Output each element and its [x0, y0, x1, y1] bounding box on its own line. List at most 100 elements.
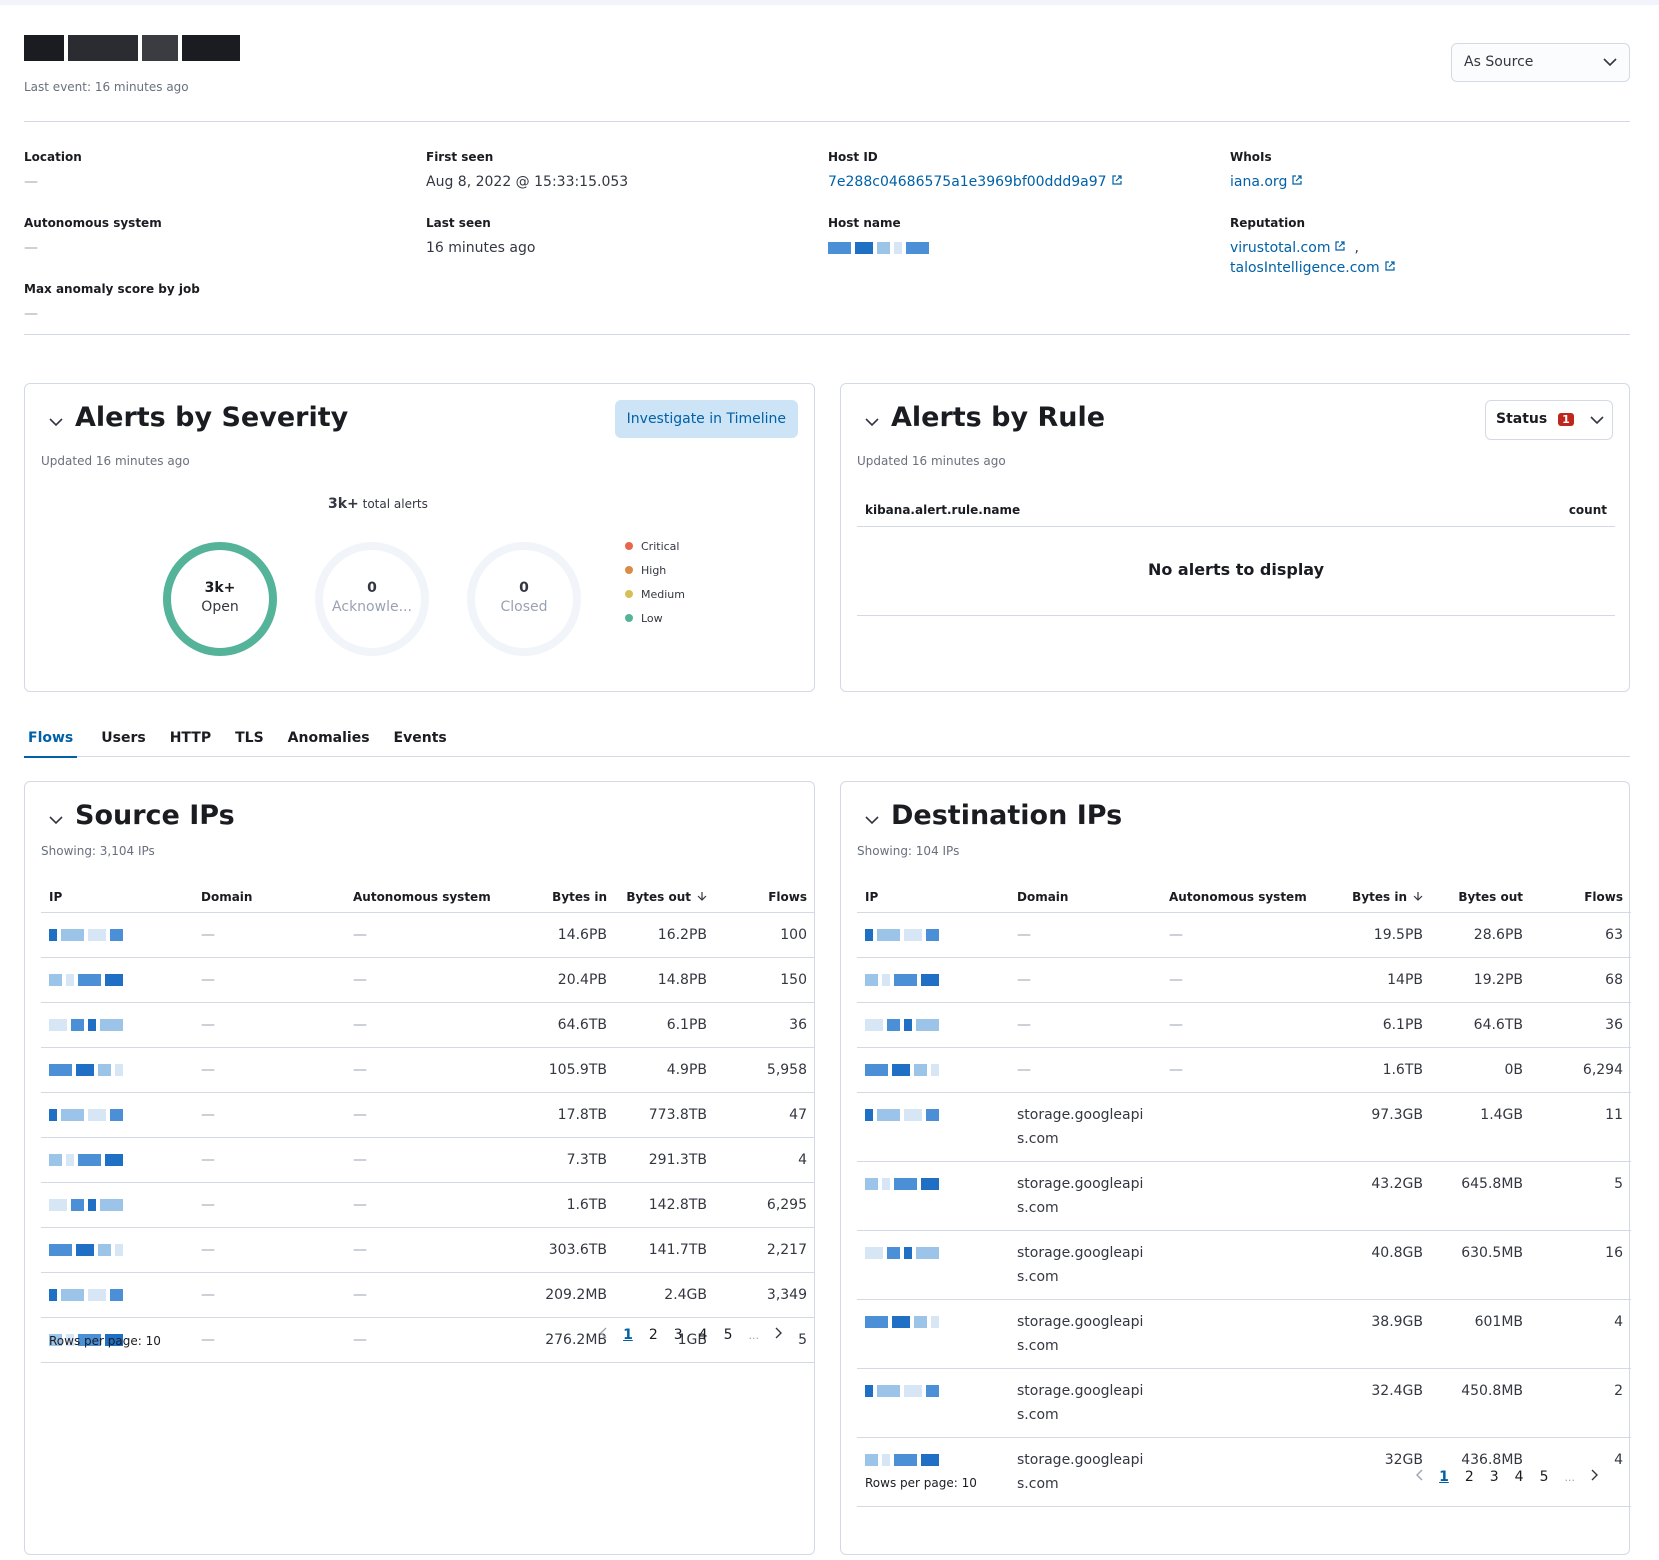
redact-block — [921, 974, 939, 986]
column-label[interactable]: Bytes in — [552, 890, 607, 904]
legend-label: Low — [641, 612, 663, 625]
redact-block — [66, 974, 74, 986]
legend-dot — [625, 542, 633, 550]
investigate-button[interactable]: Investigate in Timeline — [614, 400, 798, 438]
page-link[interactable]: 2 — [1464, 1469, 1474, 1485]
cell: 3,349 — [715, 1272, 815, 1318]
collapse-icon[interactable] — [865, 417, 879, 427]
redact-block — [88, 1109, 106, 1121]
tab[interactable]: Events — [393, 730, 447, 746]
cell: 32.4GB — [1323, 1368, 1431, 1438]
column-header: Bytes out — [1431, 882, 1531, 913]
tab[interactable]: Anomalies — [287, 730, 370, 746]
column-label[interactable]: Domain — [1017, 890, 1069, 904]
column-label[interactable]: Bytes out — [626, 890, 691, 904]
redact-block — [49, 1064, 72, 1076]
redact-block — [88, 1019, 96, 1031]
bytes-in: 32GB — [1384, 1452, 1423, 1468]
redact-block — [904, 1385, 922, 1397]
column-label[interactable]: Autonomous system — [353, 890, 491, 904]
link[interactable]: virustotal.com — [1230, 240, 1331, 256]
cell: 773.8TB — [615, 1092, 715, 1138]
collapse-icon[interactable] — [49, 815, 63, 825]
external-icon — [1380, 260, 1396, 276]
table: IP Domain Autonomous system Bytes in Bytes o… — [41, 882, 815, 1363]
redact-block — [105, 1334, 123, 1346]
page-link[interactable]: 1 — [1439, 1469, 1449, 1485]
link[interactable]: talosIntelligence.com — [1230, 260, 1380, 276]
donut-label: Acknowle... — [332, 599, 412, 615]
redact-block — [865, 1064, 888, 1076]
domain: — — [201, 1107, 215, 1123]
table-panel: Destination IPs Showing: 104 IPs IP Domain A… — [840, 781, 1631, 1555]
source-select[interactable]: As Source — [1451, 43, 1630, 82]
table-row: — — 1.6TB 0B 6,294 — [857, 1047, 1631, 1093]
page-link[interactable]: 1 — [623, 1327, 633, 1343]
cell: 2.4GB — [615, 1272, 715, 1318]
page-link[interactable]: 2 — [648, 1327, 658, 1343]
field-value: Aug 8, 2022 @ 15:33:15.053 — [426, 172, 806, 192]
redacted-value — [865, 1310, 1001, 1334]
column-label[interactable]: Bytes in — [1352, 890, 1407, 904]
flows: 11 — [1605, 1107, 1623, 1123]
flows: 36 — [1605, 1017, 1623, 1033]
domain: storage.googleapis.com — [1017, 1452, 1144, 1492]
bytes-out: 142.8TB — [648, 1197, 707, 1213]
flows: 4 — [798, 1152, 807, 1168]
page-link[interactable]: 5 — [1539, 1469, 1549, 1485]
link[interactable]: 7e288c04686575a1e3969bf00ddd9a97 — [828, 174, 1107, 190]
redact-block — [894, 974, 917, 986]
page-link[interactable]: 4 — [1514, 1469, 1524, 1485]
bytes-in: 17.8TB — [557, 1107, 607, 1123]
redact-block — [49, 1289, 57, 1301]
chevron — [1590, 416, 1604, 425]
collapse-icon[interactable] — [49, 417, 63, 427]
column-label[interactable]: Autonomous system — [1169, 890, 1307, 904]
column-label[interactable]: Bytes out — [1458, 890, 1523, 904]
column-label[interactable]: IP — [49, 890, 63, 904]
status-filter[interactable]: Status 1 — [1485, 400, 1613, 440]
autonomous-system: — — [353, 1152, 367, 1168]
cell: 5 — [715, 1317, 815, 1363]
select-value[interactable]: As Source — [1464, 54, 1534, 70]
cell: — — [193, 1002, 345, 1048]
redact-block — [88, 929, 106, 941]
tab[interactable]: Flows — [24, 730, 78, 758]
tab[interactable]: HTTP — [169, 730, 212, 746]
next[interactable] — [775, 1327, 783, 1343]
bytes-out: 141.7TB — [648, 1242, 707, 1258]
divider — [24, 121, 1630, 122]
collapse-icon[interactable] — [865, 815, 879, 825]
column-label[interactable]: Flows — [768, 890, 807, 904]
field-value: 16 minutes ago — [426, 238, 806, 258]
panel-header: Alerts by Severity — [49, 402, 348, 433]
cell: — — [1161, 957, 1323, 1003]
column-label[interactable]: Domain — [201, 890, 253, 904]
column-header: Bytes in — [1323, 882, 1431, 913]
flows: 47 — [789, 1107, 807, 1123]
page-link[interactable]: 3 — [1489, 1469, 1499, 1485]
overview-column: Location — Autonomous system — Max anomaly s… — [24, 150, 404, 348]
cell: storage.googleapis.com — [1009, 1230, 1161, 1300]
rows-per-page[interactable]: Rows per page: 10 — [865, 1476, 977, 1490]
column-label[interactable]: IP — [865, 890, 879, 904]
tab[interactable]: Users — [101, 730, 146, 746]
status-label[interactable]: Status — [1496, 411, 1548, 427]
redact-block — [882, 1178, 890, 1190]
cell — [1161, 1161, 1323, 1231]
legend-item: High — [625, 564, 685, 588]
domain: — — [201, 1017, 215, 1033]
page-link[interactable]: 5 — [723, 1327, 733, 1343]
cell: — — [345, 1272, 507, 1318]
rows-per-page[interactable]: Rows per page: 10 — [49, 1334, 161, 1348]
link[interactable]: iana.org — [1230, 174, 1288, 190]
next[interactable] — [1591, 1469, 1599, 1485]
page-link[interactable]: 3 — [673, 1327, 683, 1343]
tab[interactable]: TLS — [235, 730, 264, 746]
column-label[interactable]: Flows — [1584, 890, 1623, 904]
link-row: 7e288c04686575a1e3969bf00ddd9a97 — [828, 172, 1208, 192]
cell: 36 — [715, 1002, 815, 1048]
page-link[interactable]: 4 — [698, 1327, 708, 1343]
bytes-in: 14.6PB — [557, 927, 607, 943]
bytes-out: 14.8PB — [657, 972, 707, 988]
